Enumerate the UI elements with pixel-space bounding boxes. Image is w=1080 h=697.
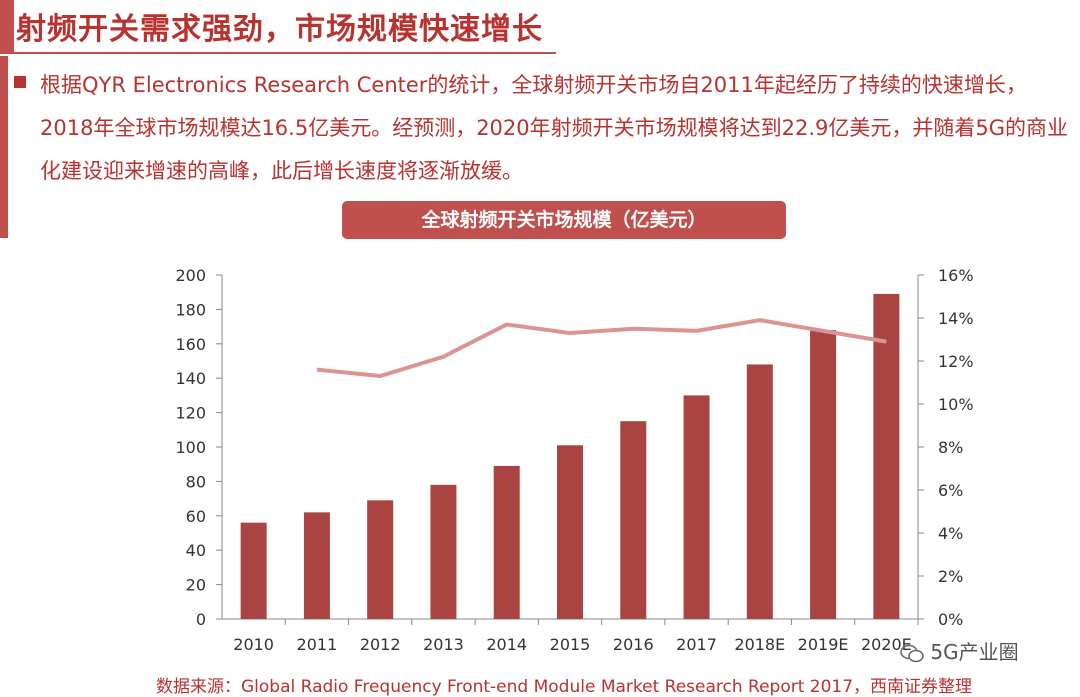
left-tick-label: 0 <box>196 610 206 629</box>
paragraph-accent-bar <box>0 56 8 238</box>
left-tick-label: 100 <box>175 438 206 457</box>
bar-2010 <box>241 523 267 619</box>
chat-bubble-icon <box>900 644 924 664</box>
left-tick-label: 80 <box>186 472 206 491</box>
title-underline <box>0 52 556 54</box>
chart-title: 全球射频开关市场规模（亿美元） <box>342 201 786 239</box>
title-accent-bar <box>0 0 14 52</box>
x-tick-label: 2019E <box>798 635 849 654</box>
x-tick-label: 2015 <box>550 635 591 654</box>
right-tick-label: 14% <box>938 309 974 328</box>
growth-rate-line <box>317 320 886 376</box>
bar-2019E <box>810 330 836 619</box>
x-tick-label: 2012 <box>360 635 401 654</box>
bar-2016 <box>620 421 646 619</box>
left-tick-label: 60 <box>186 507 206 526</box>
watermark-text: 5G产业圈 <box>930 640 1018 664</box>
right-tick-label: 6% <box>938 481 963 500</box>
watermark: 5G产业圈 <box>900 636 1019 665</box>
market-size-chart: 0 20 40 60 80 100 120 140 160 180 200 0% 2% 4% 6% 8% 10%… <box>0 250 1080 670</box>
bar-2011 <box>304 512 330 619</box>
x-tick-label: 2013 <box>423 635 464 654</box>
summary-paragraph: 根据QYR Electronics Research Center的统计，全球射… <box>40 64 1074 193</box>
right-tick-label: 0% <box>938 610 963 629</box>
x-tick-label: 2016 <box>613 635 654 654</box>
left-tick-label: 200 <box>175 266 206 285</box>
right-tick-label: 12% <box>938 352 974 371</box>
left-tick-label: 20 <box>186 576 206 595</box>
bullet-square-icon <box>14 76 26 88</box>
left-tick-label: 140 <box>175 369 206 388</box>
bar-2017 <box>684 395 710 619</box>
bar-2013 <box>430 485 456 619</box>
bar-2014 <box>494 466 520 619</box>
x-tick-label: 2017 <box>676 635 717 654</box>
left-tick-label: 180 <box>175 300 206 319</box>
right-tick-label: 2% <box>938 567 963 586</box>
x-tick-label: 2011 <box>297 635 338 654</box>
left-tick-label: 40 <box>186 541 206 560</box>
bar-2012 <box>367 500 393 619</box>
bar-2020E <box>873 294 899 619</box>
bar-2015 <box>557 445 583 619</box>
source-note: 数据来源：Global Radio Frequency Front-end Mo… <box>156 672 972 697</box>
page-title: 射频开关需求强劲，市场规模快速增长 <box>16 4 543 48</box>
x-tick-label: 2018E <box>734 635 785 654</box>
right-tick-label: 10% <box>938 395 974 414</box>
left-tick-label: 160 <box>175 335 206 354</box>
right-tick-label: 16% <box>938 266 974 285</box>
right-tick-label: 8% <box>938 438 963 457</box>
left-tick-label: 120 <box>175 404 206 423</box>
bar-2018E <box>747 364 773 619</box>
x-tick-label: 2014 <box>486 635 527 654</box>
x-tick-label: 2010 <box>233 635 274 654</box>
right-tick-label: 4% <box>938 524 963 543</box>
